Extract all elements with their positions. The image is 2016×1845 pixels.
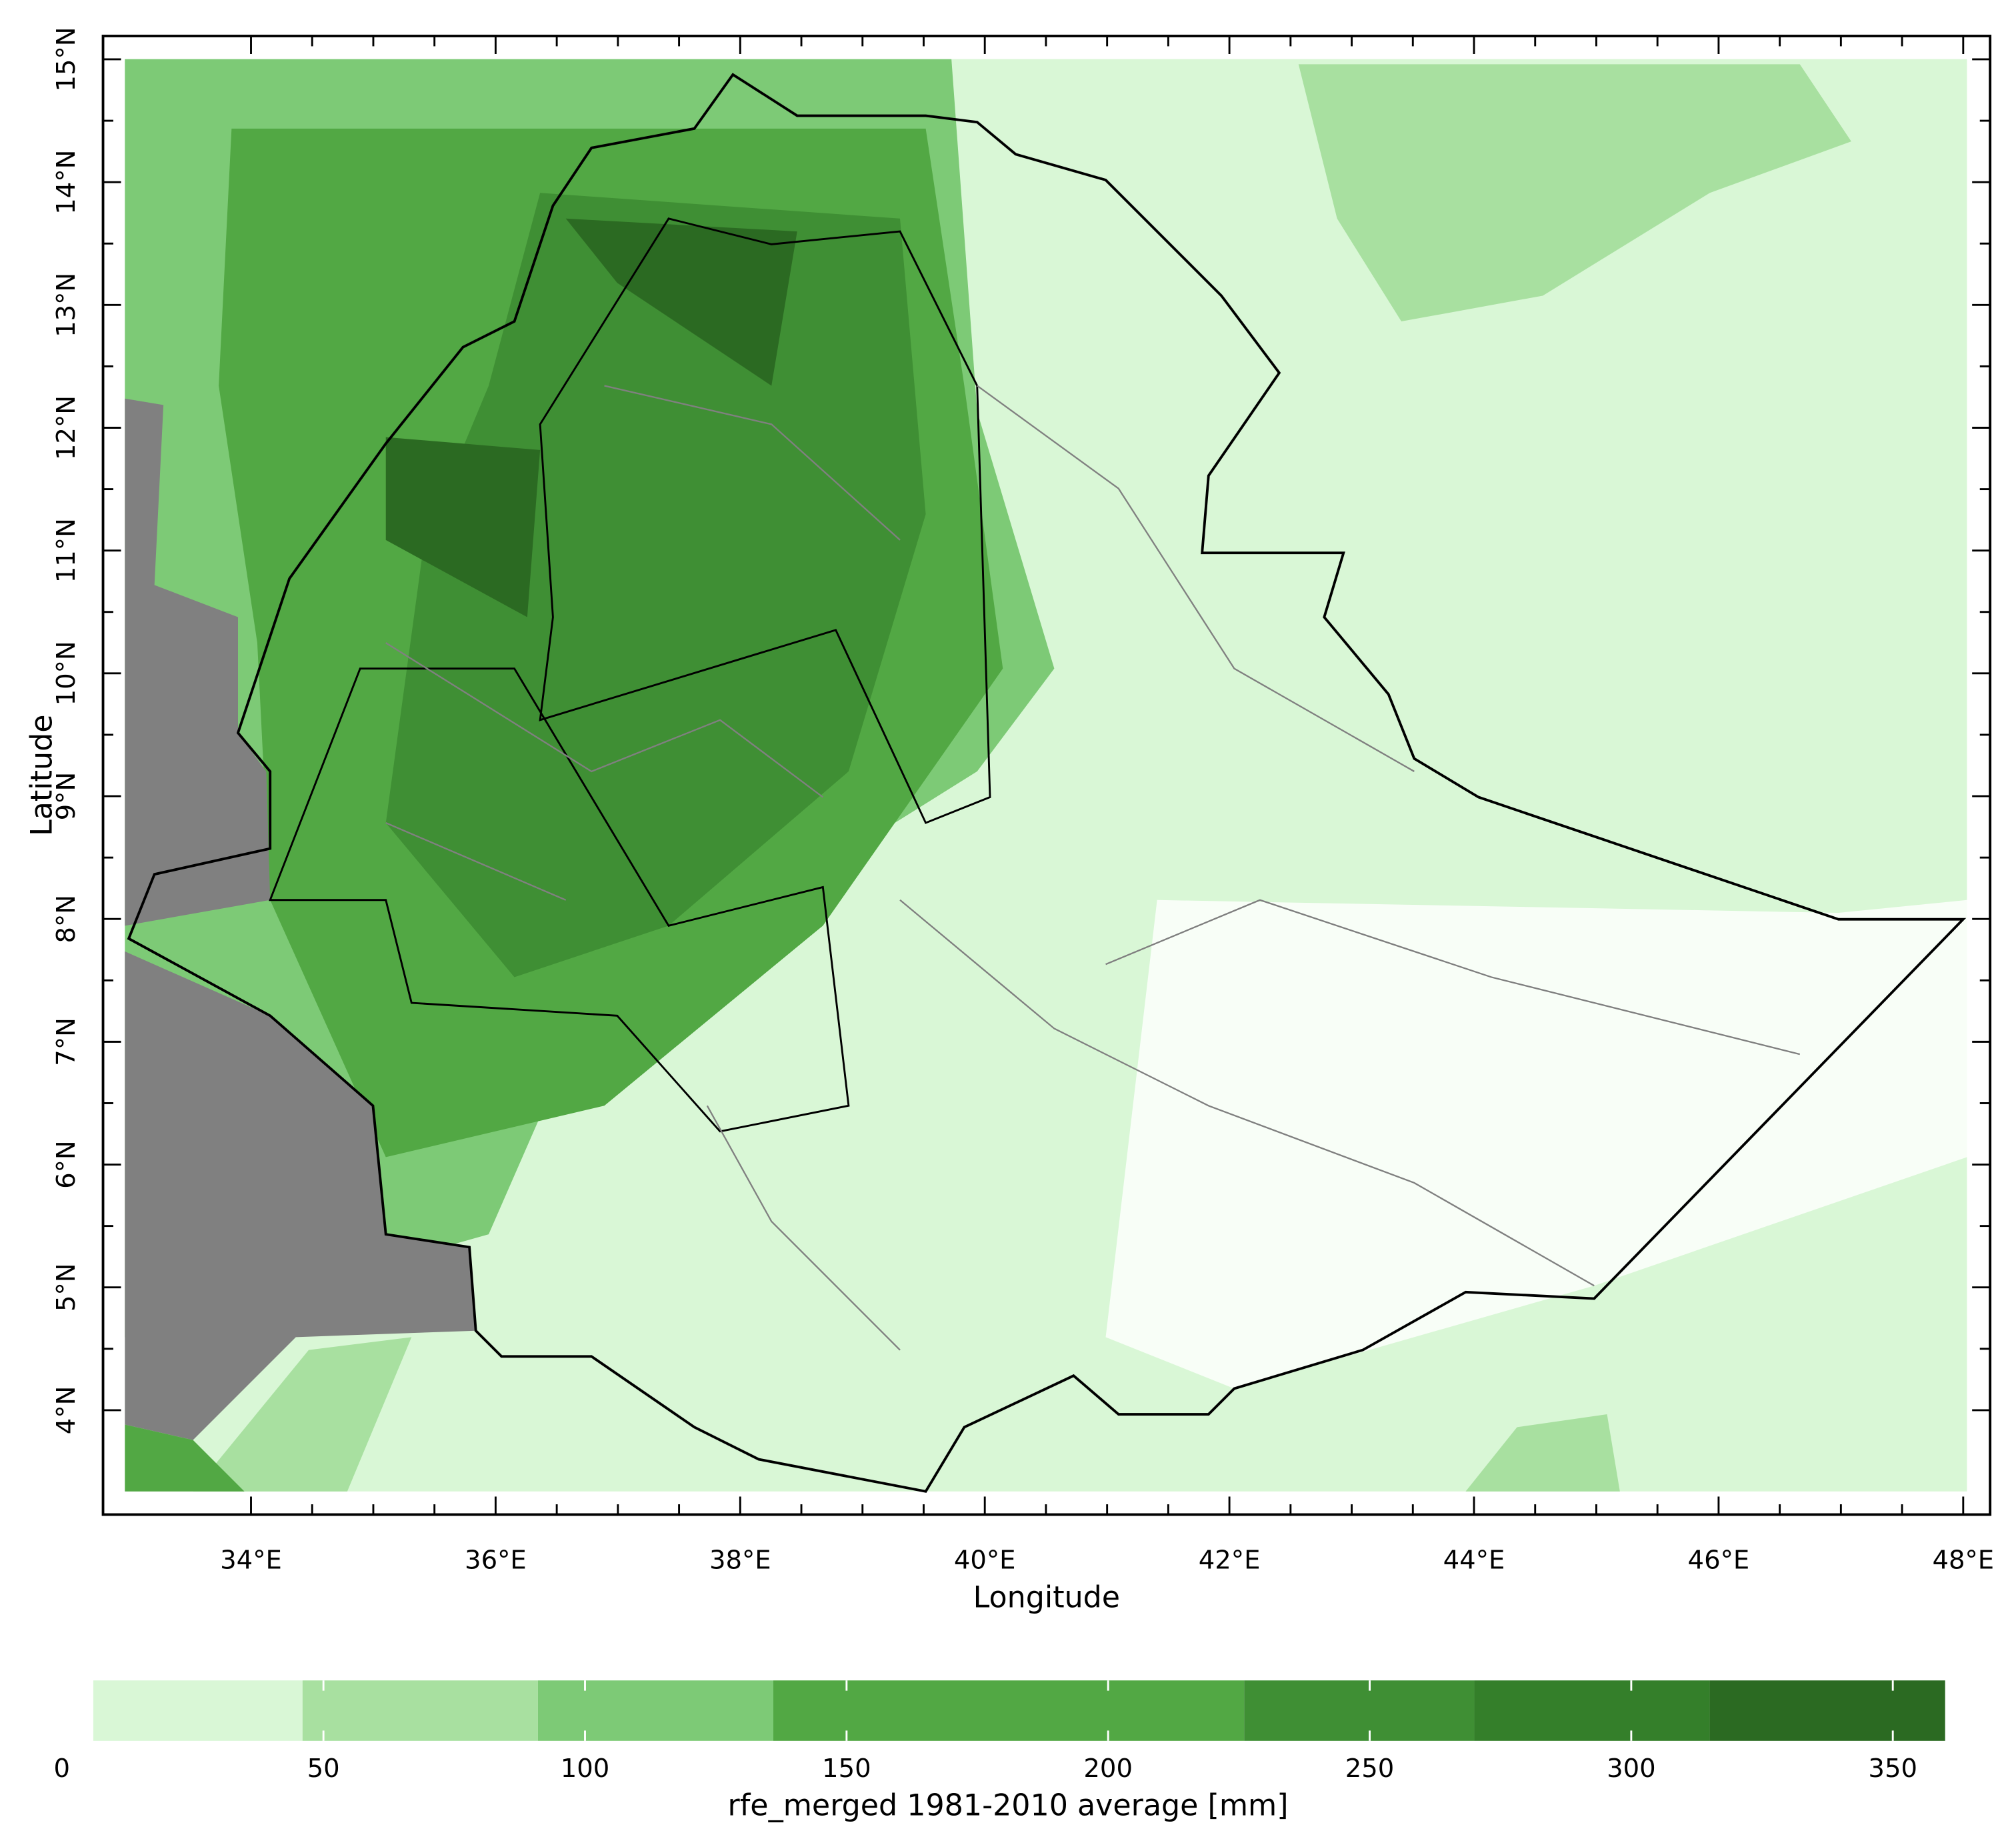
y-tick-label: 12°N: [51, 395, 81, 460]
x-tick-label: 46°E: [1688, 1545, 1750, 1575]
colorbar-title: rfe_merged 1981-2010 average [mm]: [727, 1789, 1288, 1823]
field-arabia: [1298, 64, 1851, 322]
colorbar-tick-label: 250: [1345, 1754, 1395, 1784]
y-tick-label: 5°N: [51, 1263, 81, 1312]
colorbar-bin: [537, 1680, 773, 1741]
region-borders: [269, 217, 991, 1133]
colorbar-tick-label: 200: [1083, 1754, 1133, 1784]
x-tick-label: 36°E: [465, 1545, 527, 1575]
colorbar-tick-label: 50: [307, 1754, 340, 1784]
y-tick-label: 6°N: [51, 1140, 81, 1189]
field-corner: [125, 1424, 245, 1492]
y-axis-label: Latitude: [25, 714, 59, 835]
colorbar-tick-label: 300: [1607, 1754, 1656, 1784]
colorbar-tick-label: 0: [54, 1754, 71, 1784]
y-tick-label: 9°N: [51, 772, 81, 821]
y-tick-label: 10°N: [51, 641, 81, 705]
x-tick-label: 42°E: [1199, 1545, 1261, 1575]
y-tick-label: 8°N: [51, 895, 81, 944]
field-wettest: [385, 193, 926, 978]
x-tick-label: 38°E: [709, 1545, 771, 1575]
y-tick-label: 7°N: [51, 1018, 81, 1066]
colorbar-tick-label: 350: [1868, 1754, 1917, 1784]
y-tick-label: 13°N: [51, 273, 81, 337]
x-axis-label: Longitude: [973, 1580, 1120, 1614]
field-dry: [1105, 899, 1967, 1389]
field-peak: [385, 218, 797, 617]
map-field: [125, 59, 1967, 1493]
x-tick-label: 44°E: [1443, 1545, 1505, 1575]
y-tick-label: 4°N: [51, 1386, 81, 1435]
x-tick-label: 34°E: [220, 1545, 282, 1575]
district-borders: [385, 385, 1801, 1351]
colorbar-bin: [302, 1680, 538, 1741]
colorbar-bin: [773, 1680, 1245, 1741]
colorbar-bin: [1474, 1680, 1710, 1741]
colorbar-bin: [93, 1680, 303, 1741]
y-tick-label: 11°N: [51, 518, 81, 583]
country-border: [127, 73, 1967, 1493]
colorbar-tick-label: 100: [561, 1754, 610, 1784]
colorbar-bin: [1709, 1680, 1945, 1741]
field-south: [193, 1337, 1620, 1492]
x-tick-label: 40°E: [954, 1545, 1016, 1575]
no-data-area: [125, 398, 476, 1440]
colorbar-bin: [1244, 1680, 1475, 1741]
colorbar-tick-label: 150: [822, 1754, 871, 1784]
y-tick-label: 15°N: [51, 27, 81, 91]
x-tick-label: 48°E: [1932, 1545, 1994, 1575]
y-tick-label: 14°N: [51, 150, 81, 215]
